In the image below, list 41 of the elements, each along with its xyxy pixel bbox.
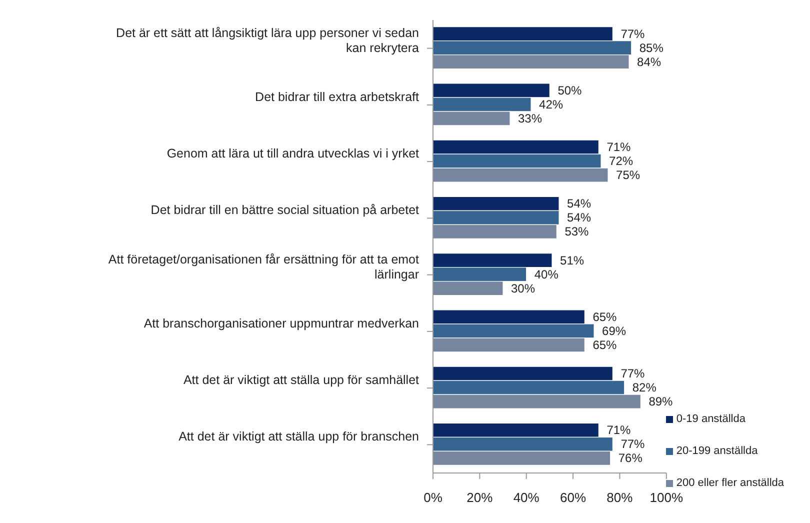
y-tick-label: Det bidrar till extra arbetskraft <box>255 90 420 104</box>
data-label: 82% <box>632 380 657 395</box>
y-tick-label: Att branschorganisationer uppmuntrar medverkan <box>144 316 420 330</box>
data-label: 42% <box>539 97 564 112</box>
legend-label: 20-199 anställda <box>676 445 758 457</box>
data-label: 65% <box>592 338 618 352</box>
data-label: 75% <box>616 168 640 182</box>
data-label: 65% <box>592 310 618 324</box>
data-label: 71% <box>606 423 632 438</box>
y-tick-label: Det bidrar till en bättre social situation på arbetet <box>150 203 420 218</box>
data-label: 77% <box>620 437 646 452</box>
data-label: 40% <box>534 267 559 282</box>
y-tick-label: Det är ett sätt att långsiktigt lära upp personer vi sedan kan rekrytera <box>116 26 420 55</box>
data-label: 85% <box>639 40 664 55</box>
data-label: 89% <box>648 394 674 409</box>
y-tick-label: Att företaget/organisationen får ersättning för att ta emot lärlingar <box>108 252 420 282</box>
x-tick-label: 40% <box>513 490 540 506</box>
data-label: 53% <box>564 224 590 239</box>
data-label: 72% <box>609 154 634 168</box>
x-tick-label: 60% <box>560 490 586 506</box>
data-label: 84% <box>637 54 662 69</box>
x-tick-label: 100% <box>650 490 684 506</box>
data-label: 50% <box>558 83 582 98</box>
data-label: 54% <box>567 210 592 225</box>
data-label: 77% <box>620 26 646 41</box>
data-label: 30% <box>511 281 536 296</box>
legend-label: 0-19 anställda <box>676 413 746 425</box>
y-tick-label: Att det är viktigt att ställa upp för branschen <box>178 430 420 444</box>
data-label: 71% <box>606 140 632 154</box>
x-tick-label: 0% <box>424 490 443 506</box>
y-tick-label: Genom att lära ut till andra utvecklas vi i yrket <box>166 146 420 161</box>
x-tick-label: 80% <box>606 490 634 506</box>
legend-label: 200 eller fler anställda <box>676 477 784 489</box>
data-label: 51% <box>560 253 584 268</box>
y-tick-label: Att det är viktigt att ställa upp för samhället <box>183 373 420 388</box>
data-label: 76% <box>618 451 643 466</box>
data-label: 54% <box>567 196 592 211</box>
x-tick-label: 20% <box>466 490 494 506</box>
data-label: 33% <box>518 111 542 126</box>
data-label: 77% <box>620 366 646 381</box>
data-label: 69% <box>602 324 626 338</box>
